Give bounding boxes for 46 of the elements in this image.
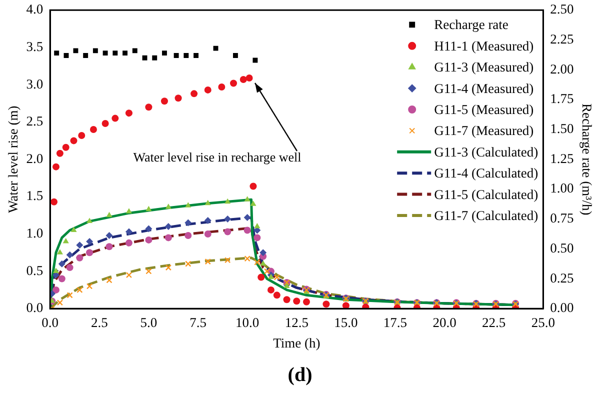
y-tick-label: 1.5 bbox=[26, 188, 44, 204]
x-tick-label: 22.5 bbox=[482, 315, 506, 330]
x-axis-title: Time (h) bbox=[273, 335, 320, 350]
y2-tick-label: 1.00 bbox=[550, 180, 574, 196]
y-axis-title: Water level rise (m) bbox=[6, 106, 21, 213]
y2-tick-label: 2.25 bbox=[550, 31, 574, 46]
legend-label: G11-7 (Calculated) bbox=[434, 208, 538, 224]
x-tick-label: 25.0 bbox=[531, 315, 556, 330]
legend-label: H11-1 (Measured) bbox=[434, 38, 534, 54]
annotation: Water level rise in recharge well bbox=[133, 149, 302, 164]
y-tick-label: 4.0 bbox=[26, 2, 44, 17]
y-tick-label: 0.5 bbox=[26, 262, 44, 278]
legend-label: Recharge rate bbox=[434, 17, 508, 32]
y-tick-label: 2.5 bbox=[26, 114, 44, 129]
x-tick-label: 12.5 bbox=[284, 315, 309, 330]
x-tick-label: 10.0 bbox=[236, 315, 260, 330]
y2-tick-label: 1.50 bbox=[550, 121, 574, 136]
legend-label: G11-3 (Measured) bbox=[434, 60, 534, 75]
y-tick-label: 3.5 bbox=[26, 38, 44, 54]
x-tick-label: 15.0 bbox=[334, 315, 358, 330]
legend-label: G11-7 (Measured) bbox=[434, 123, 534, 138]
x-tick-label: 20.0 bbox=[432, 315, 457, 330]
y2-axis-title: Recharge rate (m³/h) bbox=[579, 103, 594, 216]
x-tick-label: 17.5 bbox=[383, 315, 408, 330]
y-tick-label: 0.0 bbox=[26, 300, 44, 316]
y-tick-label: 2.0 bbox=[26, 150, 44, 166]
x-tick-label: 7.5 bbox=[190, 315, 207, 330]
x-tick-label: 5.0 bbox=[140, 315, 158, 330]
legend-label: G11-5 (Measured) bbox=[434, 102, 534, 118]
y2-tick-label: 2.50 bbox=[550, 2, 574, 17]
legend-label: G11-4 (Measured) bbox=[434, 80, 534, 96]
y2-tick-label: 1.75 bbox=[550, 91, 574, 106]
x-tick-label: 2.5 bbox=[90, 315, 108, 330]
y-tick-label: 1.0 bbox=[26, 226, 44, 241]
y2-tick-label: 0.75 bbox=[550, 210, 574, 226]
legend-label: G11-3 (Calculated) bbox=[434, 144, 538, 160]
y-tick-label: 3.0 bbox=[26, 76, 44, 92]
legend-label: G11-4 (Calculated) bbox=[434, 166, 538, 181]
y2-tick-label: 0.00 bbox=[550, 300, 574, 316]
x-tick-label: 0.0 bbox=[42, 315, 59, 330]
y2-tick-label: 2.00 bbox=[550, 61, 574, 76]
y2-tick-label: 1.25 bbox=[550, 150, 574, 166]
y2-tick-label: 0.50 bbox=[550, 240, 574, 256]
text: (d) bbox=[288, 364, 312, 386]
y2-tick-label: 0.25 bbox=[550, 270, 574, 286]
legend-label: G11-5 (Calculated) bbox=[434, 186, 538, 202]
